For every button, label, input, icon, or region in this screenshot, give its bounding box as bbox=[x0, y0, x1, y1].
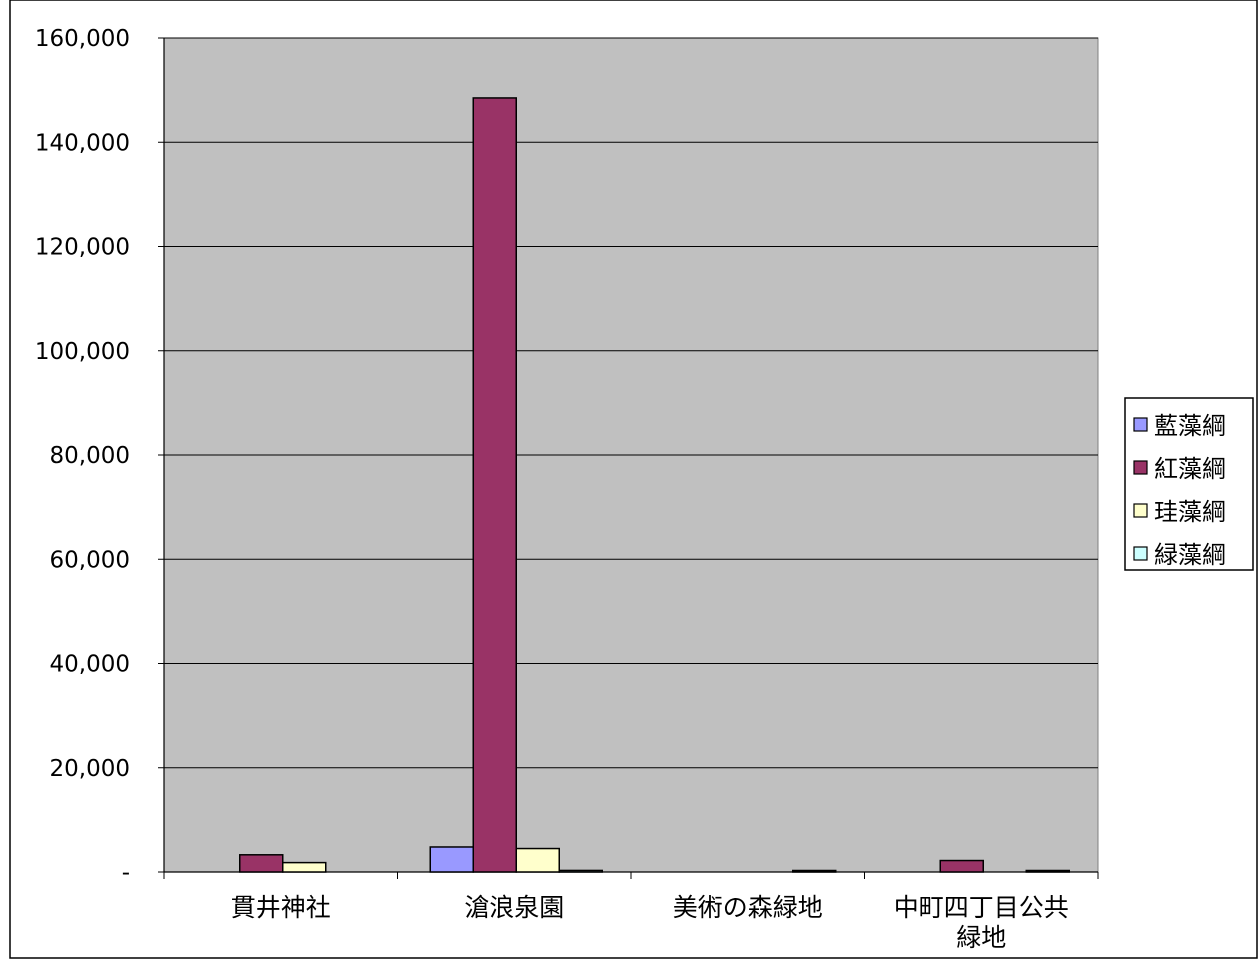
x-tick-label: 美術の森緑地 bbox=[673, 893, 823, 922]
bar bbox=[939, 859, 984, 873]
x-tick-label: 滄浪泉園 bbox=[464, 893, 564, 922]
legend-swatch bbox=[1133, 460, 1148, 475]
bar bbox=[558, 869, 603, 873]
y-tick-label: 20,000 bbox=[50, 756, 130, 782]
bar bbox=[472, 97, 517, 873]
plot-area: - 20,000 40,000 60,000 80,000 100,000 120,000 1… bbox=[35, 26, 1099, 952]
y-tick-label: 160,000 bbox=[35, 26, 130, 52]
bar bbox=[429, 846, 474, 873]
bar bbox=[1025, 869, 1070, 873]
x-tick-label: 貫井神社 bbox=[231, 893, 331, 922]
legend-label: 紅藻綱 bbox=[1154, 455, 1226, 483]
y-tick-label: 40,000 bbox=[50, 652, 130, 678]
x-tick-label: 中町四丁目公共 bbox=[894, 893, 1069, 922]
y-tick-label: 60,000 bbox=[50, 547, 130, 573]
bar bbox=[515, 847, 560, 873]
legend-label: 珪藻綱 bbox=[1154, 498, 1226, 526]
legend-swatch bbox=[1133, 503, 1148, 518]
y-tick-label: 100,000 bbox=[35, 339, 130, 365]
y-tick-label: 140,000 bbox=[35, 130, 130, 156]
bar bbox=[792, 869, 837, 873]
bar bbox=[239, 854, 284, 873]
y-tick-label: - bbox=[122, 860, 130, 886]
legend-swatch bbox=[1133, 417, 1148, 432]
x-tick-label: 緑地 bbox=[956, 923, 1006, 952]
legend-swatch bbox=[1133, 546, 1148, 561]
legend-label: 緑藻綱 bbox=[1154, 541, 1226, 569]
bar bbox=[282, 861, 327, 873]
legend-label: 藍藻綱 bbox=[1154, 412, 1226, 440]
y-tick-label: 120,000 bbox=[35, 235, 130, 261]
y-tick-label: 80,000 bbox=[50, 443, 130, 469]
